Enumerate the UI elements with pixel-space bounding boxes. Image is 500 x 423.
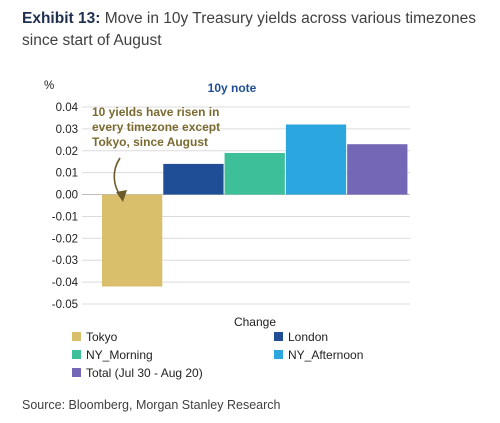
y-tick-label: 0.01 bbox=[56, 168, 78, 180]
y-tick-label: -0.01 bbox=[52, 211, 78, 223]
y-tick-label: 0.04 bbox=[56, 102, 79, 114]
y-tick-label: -0.04 bbox=[52, 277, 79, 289]
exhibit-label: Exhibit 13: bbox=[22, 10, 101, 27]
annotation-line: Tokyo, since August bbox=[92, 135, 208, 149]
y-tick-label: -0.03 bbox=[52, 255, 78, 267]
y-tick-label: 0.00 bbox=[56, 190, 78, 202]
legend-swatch bbox=[72, 368, 81, 377]
y-tick-label: 0.03 bbox=[56, 124, 78, 136]
chart-subtitle: 10y note bbox=[208, 81, 257, 95]
y-tick-label: -0.05 bbox=[52, 299, 78, 311]
annotation-line: 10 yields have risen in bbox=[92, 105, 219, 119]
legend-label: NY_Afternoon bbox=[288, 348, 363, 362]
x-axis-label: Change bbox=[234, 315, 276, 329]
source-note: Source: Bloomberg, Morgan Stanley Resear… bbox=[22, 398, 281, 412]
legend-swatch bbox=[274, 332, 283, 341]
y-axis-unit: % bbox=[44, 80, 54, 92]
legend-label: NY_Morning bbox=[86, 348, 153, 362]
bar-total-jul-30-aug-20 bbox=[347, 144, 408, 195]
exhibit-title: Move in 10y Treasury yields across vario… bbox=[22, 10, 476, 49]
legend-label: Tokyo bbox=[86, 330, 118, 344]
y-tick-label: 0.02 bbox=[56, 146, 78, 158]
bar-london bbox=[163, 163, 224, 195]
legend-swatch bbox=[274, 350, 283, 359]
legend-label: Total (Jul 30 - Aug 20) bbox=[86, 366, 203, 380]
bar-ny-afternoon bbox=[285, 124, 347, 195]
annotation-line: every timezone except bbox=[92, 120, 220, 134]
legend-swatch bbox=[72, 332, 81, 341]
chart-title: Exhibit 13: Move in 10y Treasury yields … bbox=[22, 8, 482, 52]
bar-ny-morning bbox=[224, 152, 285, 195]
bar-tokyo bbox=[102, 194, 163, 287]
legend-swatch bbox=[72, 350, 81, 359]
y-tick-label: -0.02 bbox=[52, 233, 78, 245]
legend-label: London bbox=[288, 330, 328, 344]
annotation-arrowhead bbox=[116, 190, 127, 202]
